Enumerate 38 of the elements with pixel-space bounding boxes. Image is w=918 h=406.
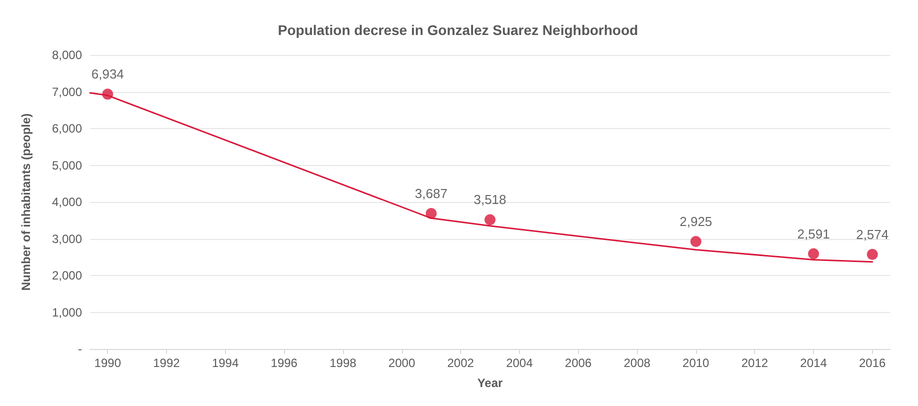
x-tick-label: 2010 [682, 356, 710, 370]
point [102, 88, 114, 100]
x-tick-label: 2006 [564, 356, 592, 370]
y-tick-label: 1,000 [52, 305, 82, 320]
point [484, 214, 496, 226]
data-label: 3,687 [414, 186, 448, 202]
x-tick-label: 2008 [624, 356, 651, 370]
data-label: 6,934 [91, 66, 124, 82]
x-tick-label: 2004 [506, 356, 534, 370]
data-label: 2,574 [856, 226, 889, 242]
x-tick-label: 2014 [800, 356, 828, 370]
y-tick-label: 6,000 [52, 122, 82, 136]
y-tick-label: 5,000 [52, 158, 82, 172]
x-tick-label: 2016 [859, 356, 886, 370]
point [426, 208, 437, 219]
y-axis-title: Number of inhabitants (people) [19, 113, 33, 291]
y-tick-label: 7,000 [52, 84, 82, 99]
data-label: 2,925 [680, 214, 712, 230]
x-axis-title: Year [477, 376, 504, 390]
point [866, 248, 878, 260]
x-tick-label: 2000 [388, 356, 416, 370]
y-tick-label: 8,000 [52, 48, 82, 62]
data-label: 3,518 [474, 192, 506, 208]
x-tick-label: 1990 [94, 356, 122, 370]
x-tick-label: 1994 [212, 356, 239, 370]
x-tick-label: 2012 [741, 356, 768, 370]
y-tick-label: 4,000 [52, 195, 82, 209]
y-tick-label: 3,000 [52, 232, 82, 246]
data-label: 2,591 [797, 226, 830, 242]
x-tick-label: 2002 [447, 356, 474, 370]
y-tick-label: - [78, 342, 82, 356]
x-tick-label: 1998 [330, 356, 357, 370]
y-tick-label: 2,000 [52, 268, 82, 282]
chart-title: Population decrese in Gonzalez Suarez Neighborhood [278, 22, 638, 38]
x-tick-label: 1996 [270, 356, 298, 370]
x-tick-label: 1992 [153, 356, 180, 370]
point [690, 236, 702, 248]
point [808, 248, 820, 260]
